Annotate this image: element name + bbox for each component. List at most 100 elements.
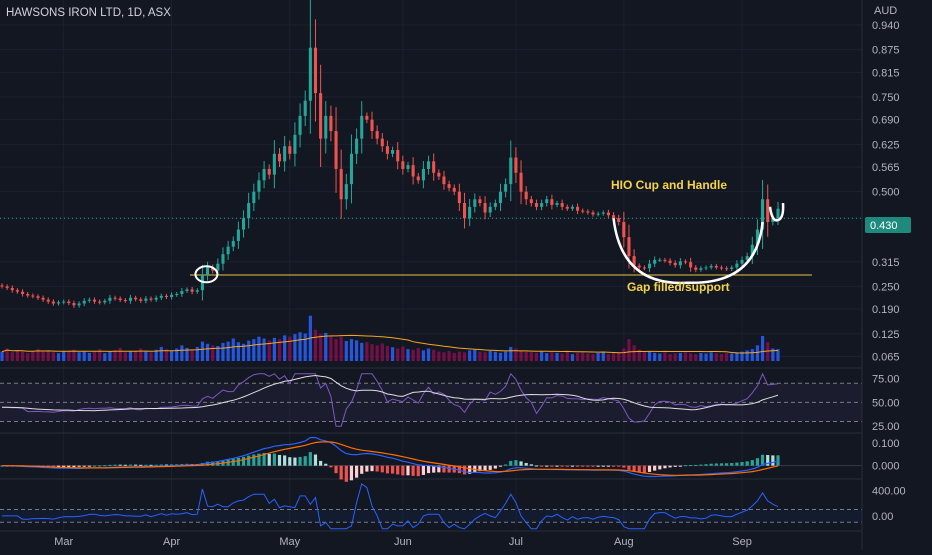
candle-body [128,297,133,301]
macd-histogram-bar [360,465,364,474]
volume-bar [776,349,780,361]
candle-body [324,115,328,139]
volume-bar [283,335,287,361]
candle-body [288,146,292,154]
macd-histogram-bar [313,454,318,466]
macd-histogram-bar [771,455,775,466]
candle-body [581,210,585,212]
macd-histogram-bar [565,465,569,467]
volume-bar [175,348,179,361]
macd-histogram-bar [673,465,677,467]
macd-histogram-bar [231,458,235,466]
volume-bar [411,349,415,361]
candle-body [750,244,754,257]
macd-histogram-bar [622,465,626,468]
macd-histogram-bar [82,465,86,467]
candle-body [519,172,523,192]
volume-bar [200,341,205,361]
volume-bar [365,342,369,361]
volume-bar [46,350,50,361]
candle-body [421,168,425,181]
macd-histogram-bar [663,465,667,469]
price-tick-label: 0.250 [872,281,900,293]
cci-pane [0,482,862,530]
candle-body [41,297,45,300]
macd-histogram-bar [642,465,646,473]
macd-histogram-bar [164,464,169,466]
price-tick-label: 0.125 [872,329,900,341]
rsi-ma-line [1,374,779,412]
volume-bar [699,352,703,361]
candle-body [488,206,492,213]
candle-body [5,286,9,288]
volume-bar [15,350,20,361]
pane-separators [0,367,862,532]
indicator-tick-label: 400.00 [872,485,906,497]
candle-body [154,297,158,300]
macd-histogram-bar [442,465,446,473]
macd-histogram-bar [524,462,528,466]
volume-bar [87,352,91,361]
volume-bar [678,352,682,361]
macd-histogram-bar [462,465,467,475]
candle-body [319,93,323,139]
price-axis[interactable]: 0.940 0.875 0.815 0.750 0.690 0.625 0.565 0.500… [872,20,906,523]
candle-body [180,290,184,294]
candle-body [576,206,580,211]
candle-body [673,262,677,266]
volume-bar [252,339,256,361]
candle-body [462,203,467,219]
volume-bar [735,352,739,361]
macd-histogram-bar [694,464,698,466]
volume-bar [236,342,240,361]
volume-bar [190,349,194,361]
volume-bar [303,333,307,361]
volume-bar [139,348,143,361]
volume-bar [262,338,266,361]
macd-histogram-bar [92,465,97,467]
support-line-group [0,217,862,276]
macd-histogram-bar [370,465,374,472]
volume-bar [483,352,487,361]
candle-body [355,138,359,154]
volume-bar [642,352,646,361]
macd-histogram-bar [113,464,117,466]
macd-histogram-bar [421,465,425,475]
candle-body [432,161,436,173]
candle-body [82,300,86,304]
macd-histogram-bar [586,465,590,467]
volume-bar [611,353,616,361]
volume-bar [401,346,405,361]
time-tick-label: Jun [394,536,412,548]
price-tick-label: 0.875 [872,45,900,57]
time-axis[interactable]: Mar Apr May Jun Jul Aug Sep [54,536,752,548]
volume-bar [581,352,585,361]
candle-body [735,263,739,268]
volume-bar [586,353,590,361]
symbol-title: HAWSONS IRON LTD, 1D, ASX [6,7,171,19]
volume-bar [5,348,9,361]
candle-body [241,218,246,230]
macd-histogram-bar [498,465,503,467]
price-tick-label: 0.815 [872,67,900,79]
volume-bar [329,336,333,361]
macd-histogram-bar [272,453,276,466]
candle-body [411,165,415,177]
volume-bar [478,351,482,361]
volume-bar [529,352,533,361]
candle-body [231,240,235,247]
candle-body [442,176,446,185]
candle-body [185,289,189,291]
candle-body [483,203,487,213]
macd-histogram-bar [632,465,636,472]
macd-histogram-bar [745,461,749,466]
volume-bar [355,340,359,361]
volume-bar [118,347,122,361]
candle-body [123,300,127,302]
macd-histogram-bar [581,465,585,467]
volume-bar [725,352,729,361]
time-tick-label: Jul [509,536,523,548]
macd-histogram-bar [478,465,482,472]
